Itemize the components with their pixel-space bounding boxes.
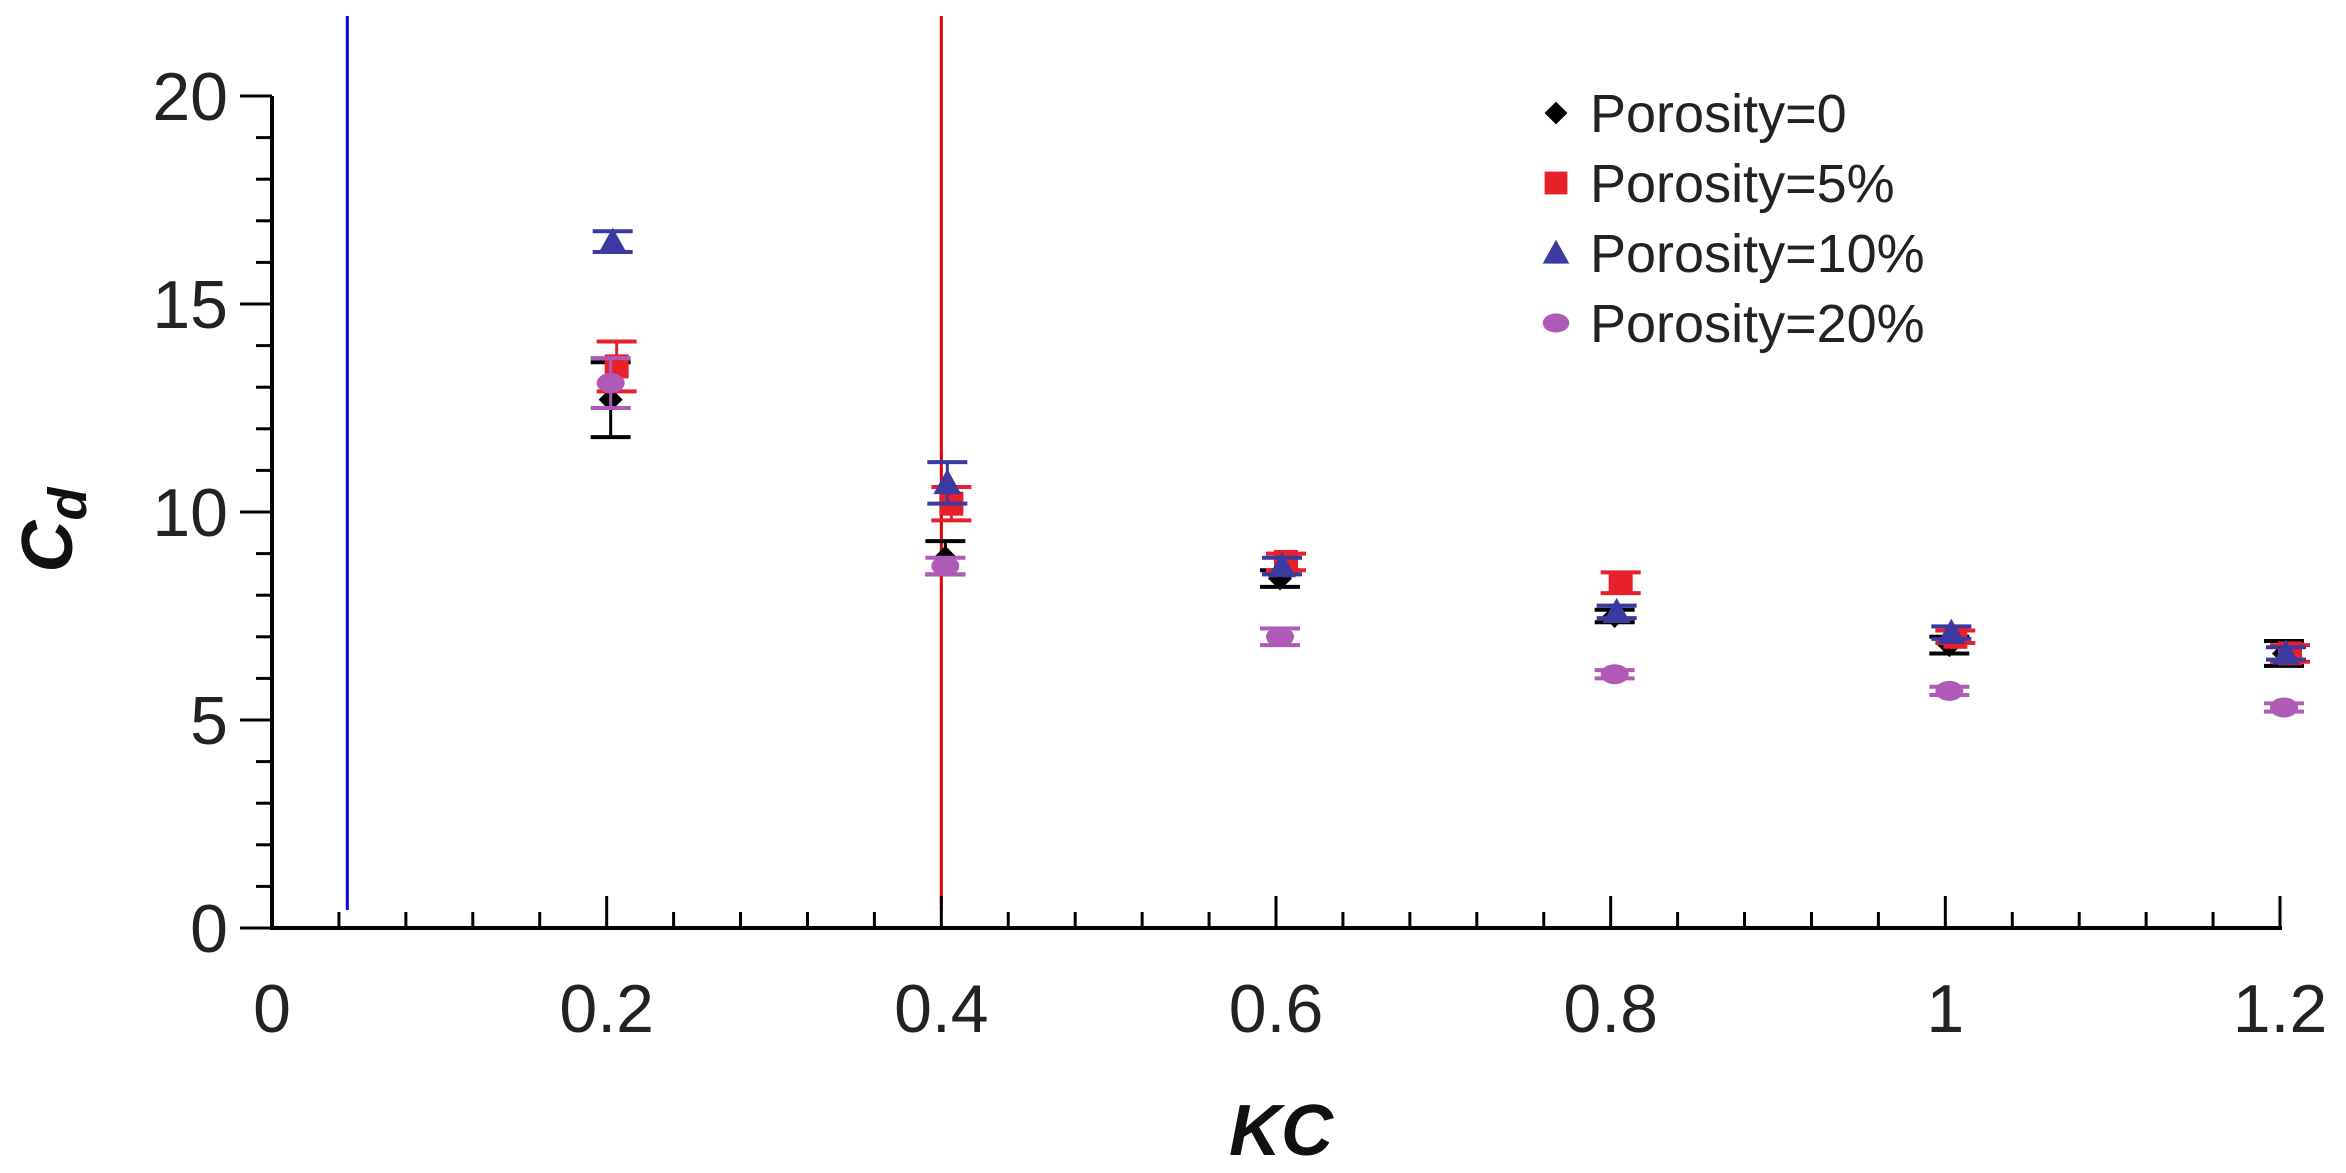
x-tick-label: 0.6 — [1229, 971, 1324, 1047]
x-tick-label: 1 — [1926, 971, 1964, 1047]
legend-marker — [1544, 101, 1568, 125]
svg-text:Cd: Cd — [8, 487, 98, 573]
x-tick-label: 0.4 — [894, 971, 989, 1047]
legend-label: Porosity=20% — [1590, 294, 1925, 354]
data-point — [1608, 570, 1633, 595]
x-axis-title: KC — [1229, 1091, 1334, 1171]
y-tick-label: 10 — [152, 475, 228, 551]
data-point — [1937, 618, 1966, 644]
y-axis-title-main: C — [8, 520, 88, 573]
data-point — [2270, 697, 2298, 718]
legend-label: Porosity=5% — [1590, 154, 1895, 214]
series-3 — [590, 356, 2304, 718]
legend-label: Porosity=0 — [1590, 84, 1847, 144]
legend-label: Porosity=10% — [1590, 224, 1925, 284]
x-tick-label: 0.8 — [1563, 971, 1658, 1047]
legend: Porosity=0 Porosity=5% Porosity=10% Porosit… — [1542, 84, 1925, 354]
data-point — [1602, 597, 1631, 624]
data-point — [1266, 626, 1294, 647]
y-tick-label: 0 — [190, 891, 228, 967]
y-tick-label: 5 — [190, 683, 228, 759]
data-point — [933, 468, 962, 495]
reference-lines — [345, 16, 943, 910]
series-2 — [592, 227, 2306, 665]
y-axis-title: Cd — [8, 487, 98, 573]
y-tick-label: 20 — [152, 59, 228, 135]
series-0 — [590, 360, 2304, 668]
axes: 0 5 10 15 20 0 0.2 0.4 0.6 0.8 1 1.2 — [152, 59, 2327, 1047]
x-tick-label: 0.2 — [559, 971, 654, 1047]
data-point — [598, 227, 627, 253]
data-point — [596, 373, 625, 394]
legend-marker — [1542, 239, 1570, 264]
legend-marker — [1544, 171, 1568, 195]
data-point — [1268, 552, 1296, 578]
data-marks — [590, 227, 2310, 718]
data-point — [2272, 639, 2300, 665]
legend-marker — [1542, 313, 1570, 333]
x-tick-label: 0 — [253, 971, 291, 1047]
data-point — [1600, 664, 1629, 685]
series-1 — [596, 339, 2310, 666]
y-tick-label: 15 — [152, 267, 228, 343]
x-tick-label: 1.2 — [2233, 971, 2328, 1047]
data-point — [1935, 680, 1964, 701]
data-point — [931, 556, 960, 577]
y-axis-title-sub: d — [38, 487, 98, 521]
